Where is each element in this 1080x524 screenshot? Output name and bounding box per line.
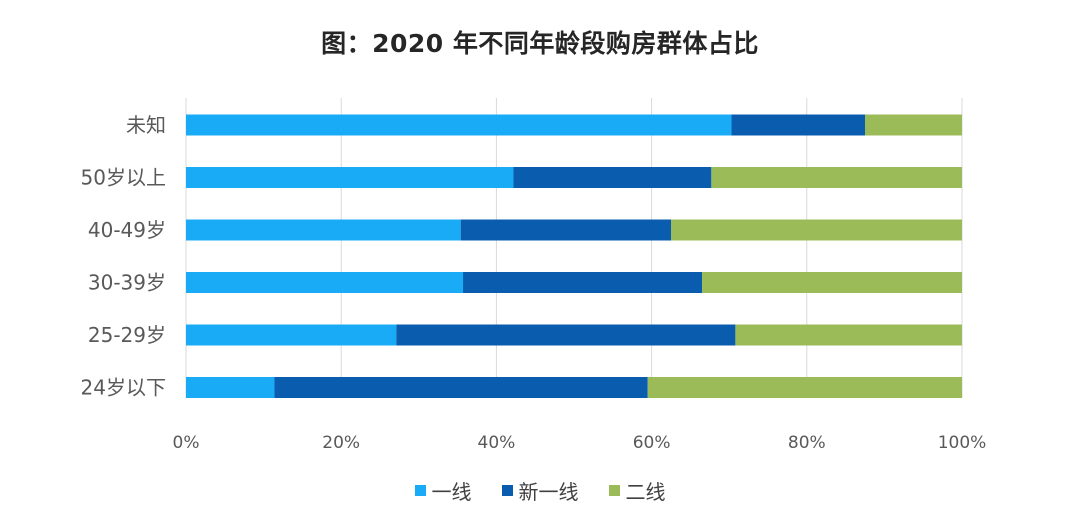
- bar-segment: [186, 377, 275, 398]
- legend-item: 新一线: [501, 476, 579, 505]
- bar-segment: [731, 114, 865, 136]
- legend-item: 二线: [608, 476, 666, 505]
- category-label: 24岁以下: [81, 376, 166, 400]
- legend-label: 新一线: [518, 480, 579, 504]
- chart-legend: 一线 新一线 二线: [0, 476, 1080, 505]
- bar-segment: [647, 377, 962, 398]
- legend-label: 二线: [625, 480, 666, 504]
- legend-item: 一线: [414, 476, 472, 505]
- bar-segment: [513, 167, 712, 188]
- category-label: 25-29岁: [88, 323, 166, 347]
- bar-segment: [463, 272, 703, 293]
- x-tick-label: 100%: [938, 433, 987, 453]
- x-tick-label: 0%: [173, 433, 200, 453]
- bar-segment: [186, 219, 461, 241]
- legend-label: 一线: [431, 480, 472, 504]
- category-label: 30-39岁: [88, 271, 166, 295]
- bar-segment: [671, 219, 962, 241]
- x-tick-label: 80%: [788, 433, 826, 453]
- bar-segment: [735, 324, 962, 346]
- bar-segment: [460, 219, 671, 241]
- chart-title: 图：2020 年不同年龄段购房群体占比: [321, 29, 759, 58]
- x-tick-label: 40%: [478, 433, 516, 453]
- category-label: 40-49岁: [88, 218, 166, 242]
- category-label: 50岁以上: [81, 166, 166, 190]
- bar-segment: [186, 114, 732, 136]
- stacked-bar-chart: 0% 20% 40% 60% 80% 100% 未知 50岁以上 40-49岁 30-39岁 25-…: [81, 98, 987, 453]
- category-label: 未知: [126, 113, 166, 137]
- bar-segment: [702, 272, 962, 293]
- bar-segment: [186, 167, 514, 188]
- legend-swatch: [608, 485, 620, 496]
- bar-segment: [865, 114, 962, 136]
- legend-swatch: [414, 485, 426, 496]
- bar-segment: [186, 324, 397, 346]
- x-tick-label: 20%: [322, 433, 360, 453]
- legend-swatch: [501, 485, 513, 496]
- bar-segment: [711, 167, 962, 188]
- x-tick-label: 60%: [633, 433, 671, 453]
- bar-segment: [396, 324, 736, 346]
- bar-segment: [186, 272, 464, 293]
- bar-segment: [274, 377, 648, 398]
